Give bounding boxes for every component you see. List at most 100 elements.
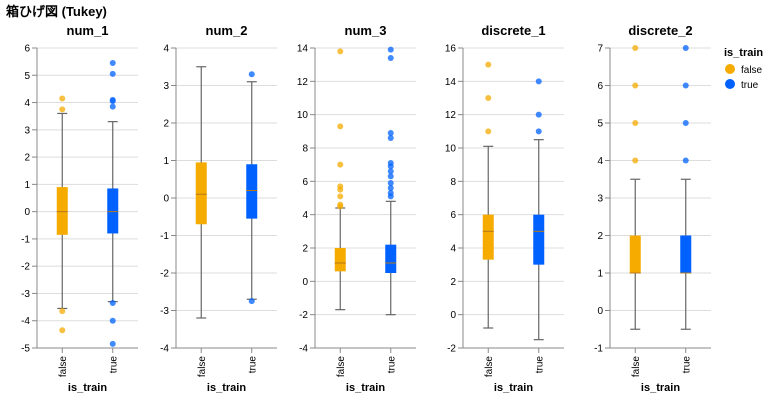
x-tick-label: false	[631, 356, 642, 378]
outlier-point	[337, 48, 344, 55]
x-tick-label: true	[108, 356, 119, 374]
outlier-point	[387, 185, 394, 191]
box-true	[680, 45, 692, 330]
y-tick-label: -2	[299, 310, 308, 321]
y-tick-label: -5	[21, 344, 30, 355]
x-axis-title: is_train	[494, 382, 533, 394]
outlier-point	[387, 168, 394, 175]
y-tick-label: -2	[447, 344, 456, 355]
y-tick-label: 12	[445, 110, 457, 121]
y-tick-label: 10	[297, 110, 309, 121]
y-tick-label: 12	[297, 77, 309, 88]
outlier-point	[632, 82, 639, 89]
outlier-point	[387, 46, 394, 53]
outlier-point	[59, 95, 66, 102]
outlier-point	[535, 111, 542, 118]
x-axis-title: is_train	[641, 382, 680, 394]
legend-swatch-false	[725, 64, 735, 74]
outlier-point	[485, 128, 492, 135]
box-true	[246, 71, 258, 305]
y-tick-label: -1	[594, 344, 603, 355]
y-tick-label: 2	[24, 153, 30, 164]
y-tick-label: 10	[445, 144, 457, 155]
box-true	[533, 78, 545, 341]
y-tick-label: 2	[302, 244, 308, 255]
iqr-box	[385, 244, 397, 273]
y-tick-label: 4	[450, 244, 456, 255]
outlier-point	[387, 130, 394, 136]
legend-swatch-true	[725, 79, 735, 89]
iqr-box	[680, 235, 692, 273]
box-false	[334, 48, 346, 311]
y-tick-label: -2	[160, 269, 169, 280]
outlier-point	[109, 98, 116, 105]
x-axis-title: is_train	[207, 382, 246, 394]
legend: is_train false true	[724, 47, 763, 91]
x-tick-label: false	[336, 356, 347, 378]
legend-label-true: true	[741, 80, 759, 91]
outlier-point	[59, 106, 66, 113]
y-tick-label: 1	[597, 269, 603, 280]
outlier-point	[109, 60, 116, 66]
outlier-point	[682, 82, 689, 89]
panel-title: discrete_2	[628, 23, 692, 38]
outlier-point	[337, 123, 344, 130]
outlier-point	[109, 317, 116, 324]
y-tick-label: 4	[163, 44, 169, 55]
outlier-point	[682, 45, 689, 51]
y-tick-label: 8	[302, 144, 308, 155]
y-tick-label: 3	[24, 125, 30, 136]
iqr-box	[246, 164, 258, 219]
y-tick-label: 4	[302, 210, 308, 221]
outlier-point	[337, 193, 344, 200]
box-true	[385, 46, 397, 316]
outlier-point	[632, 157, 639, 164]
y-tick-label: 16	[445, 44, 457, 55]
y-tick-label: -4	[299, 344, 308, 355]
y-tick-label: 2	[450, 277, 456, 288]
y-tick-label: 0	[597, 306, 603, 317]
outlier-point	[387, 135, 394, 141]
y-tick-label: 2	[597, 231, 603, 242]
x-tick-label: false	[484, 356, 495, 378]
y-tick-label: 0	[163, 194, 169, 205]
outlier-point	[387, 173, 394, 180]
y-tick-label: 7	[597, 44, 603, 55]
iqr-box	[482, 214, 494, 260]
outlier-point	[387, 163, 394, 170]
outlier-point	[337, 203, 344, 210]
outlier-point	[682, 120, 689, 126]
y-tick-label: 0	[450, 310, 456, 321]
outlier-point	[337, 161, 344, 168]
iqr-box	[629, 235, 641, 273]
x-tick-label: true	[386, 356, 397, 374]
panel-title: discrete_1	[481, 23, 545, 38]
panel-title: num_2	[206, 23, 248, 38]
x-axis-title: is_train	[346, 382, 385, 394]
outlier-point	[59, 308, 66, 315]
panel-title: num_1	[67, 23, 109, 38]
y-tick-label: 5	[597, 119, 603, 130]
iqr-box	[195, 162, 207, 225]
y-tick-label: -1	[160, 231, 169, 242]
x-axis-title: is_train	[68, 382, 107, 394]
y-tick-label: 5	[24, 71, 30, 82]
chart-title: 箱ひげ図 (Tukey)	[6, 4, 107, 19]
y-tick-label: 14	[297, 44, 309, 55]
legend-label-false: false	[741, 65, 763, 76]
y-tick-label: 0	[24, 207, 30, 218]
y-tick-label: -4	[160, 344, 169, 355]
y-tick-label: 3	[597, 194, 603, 205]
iqr-box	[107, 188, 119, 234]
x-tick-label: true	[247, 356, 258, 374]
outlier-point	[109, 103, 116, 110]
outlier-point	[387, 55, 394, 61]
iqr-box	[56, 187, 68, 235]
y-tick-label: 6	[24, 44, 30, 55]
outlier-point	[337, 186, 344, 193]
